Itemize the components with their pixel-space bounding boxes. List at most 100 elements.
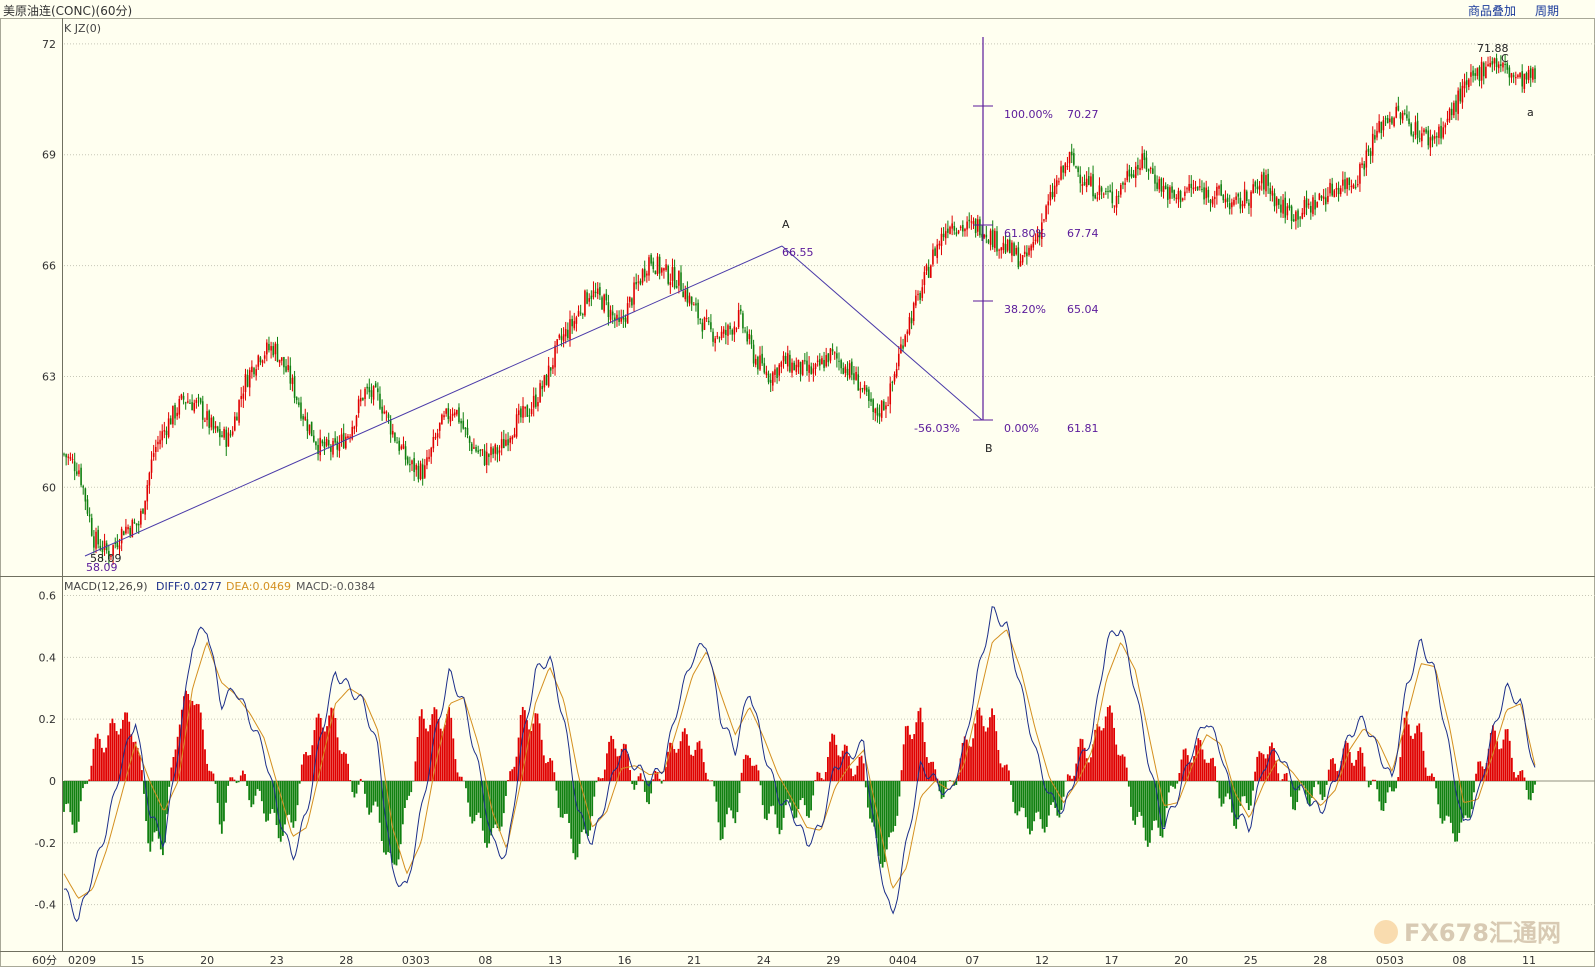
macd-bar	[1390, 781, 1393, 792]
macd-bar	[1283, 773, 1286, 781]
macd-bar	[82, 781, 84, 789]
candle-body	[1412, 134, 1415, 137]
macd-bar	[549, 758, 552, 781]
macd-bar	[296, 781, 299, 806]
fib-pct-100: 100.00%	[1004, 108, 1053, 121]
macd-bar	[153, 781, 156, 833]
candle-body	[372, 386, 375, 400]
macd-bar	[1184, 748, 1187, 781]
macd-bar	[1224, 781, 1227, 797]
candle-body	[466, 427, 469, 435]
candle-body	[934, 248, 936, 256]
candle-body	[1092, 174, 1094, 197]
candle-body	[880, 400, 883, 418]
candle-body	[103, 540, 106, 550]
macd-bar	[946, 781, 949, 782]
candle-body	[65, 454, 67, 458]
candle-body	[383, 411, 386, 414]
macd-bar	[1020, 781, 1023, 808]
macd-bar	[1195, 745, 1198, 781]
macd-bar	[1058, 781, 1061, 818]
overlay-button[interactable]: 商品叠加	[1468, 4, 1517, 18]
candle-body	[889, 383, 892, 405]
macd-bar	[479, 781, 482, 819]
macd-bar	[92, 748, 95, 781]
macd-bar	[332, 708, 335, 781]
macd-bar	[993, 714, 996, 781]
candle-body	[900, 344, 902, 354]
candle-body	[137, 523, 140, 526]
candle-body	[167, 418, 170, 437]
candle-body	[1318, 193, 1321, 200]
macd-bar	[1083, 747, 1086, 781]
macd-bar	[953, 781, 956, 786]
candle-body	[221, 435, 223, 437]
candle-body	[1384, 118, 1387, 120]
candle-body	[1152, 168, 1154, 174]
macd-bar	[793, 781, 796, 819]
candle-body	[112, 545, 114, 556]
candle-body	[90, 517, 93, 536]
candle-body	[460, 420, 462, 424]
macd-bar	[420, 709, 423, 781]
macd-bar	[172, 756, 175, 781]
candle-body	[1068, 152, 1071, 164]
macd-bar	[963, 736, 966, 781]
macd-bar	[715, 781, 718, 802]
candle-body	[808, 364, 810, 373]
macd-bar	[351, 781, 354, 792]
period-button[interactable]: 周期	[1535, 4, 1560, 18]
fibonacci-tool[interactable]: 100.00% 70.27 61.80% 67.74 38.20% 65.04 …	[973, 37, 1099, 435]
candle-body	[915, 295, 917, 306]
candle-body	[1453, 102, 1455, 116]
macd-bar	[814, 780, 817, 781]
candle-body	[404, 446, 407, 460]
macd-bar	[1407, 724, 1410, 781]
candle-body	[650, 254, 652, 264]
watermark-icon	[1374, 920, 1398, 944]
macd-bar	[833, 734, 836, 781]
macd-bar	[315, 717, 318, 781]
candle-body	[155, 446, 157, 453]
candle-body	[590, 295, 593, 299]
macd-bar	[513, 766, 516, 781]
macd-bar	[679, 741, 682, 781]
macd-bar	[252, 781, 255, 805]
macd-bar	[321, 727, 324, 781]
candle-body	[82, 486, 85, 488]
candle-body	[844, 366, 847, 373]
candle-body	[150, 459, 153, 473]
candle-body	[330, 446, 332, 452]
macd-bar	[940, 781, 943, 799]
macd-bar	[662, 779, 665, 781]
macd-bar	[444, 724, 446, 781]
candle-body	[1034, 239, 1037, 241]
macd-bar	[498, 781, 501, 832]
candle-body	[1346, 178, 1348, 189]
macd-bar	[782, 781, 785, 818]
macd-bar	[620, 748, 623, 781]
macd-bar	[1348, 751, 1351, 781]
macd-bar	[608, 741, 610, 781]
macd-bar	[1170, 781, 1172, 786]
candle-body	[688, 295, 691, 304]
macd-bar	[1060, 781, 1063, 810]
macd-bar	[774, 781, 777, 815]
macd-bar	[616, 756, 619, 781]
macd-bar	[593, 781, 596, 797]
candle-body	[902, 345, 904, 349]
candle-body	[1149, 168, 1152, 170]
macd-bar	[393, 781, 396, 865]
macd-bar	[185, 690, 187, 781]
macd-bar	[995, 731, 998, 781]
macd-y-tick: 0.6	[39, 590, 57, 603]
macd-bar	[784, 781, 787, 806]
macd-bar	[957, 774, 960, 781]
macd-bar	[1475, 773, 1477, 781]
point-c-label: C	[1501, 52, 1509, 65]
candle-body	[772, 372, 774, 386]
candle-body	[351, 426, 354, 439]
macd-bar	[1092, 744, 1094, 781]
candle-body	[1474, 73, 1477, 76]
macd-bar	[271, 781, 274, 810]
